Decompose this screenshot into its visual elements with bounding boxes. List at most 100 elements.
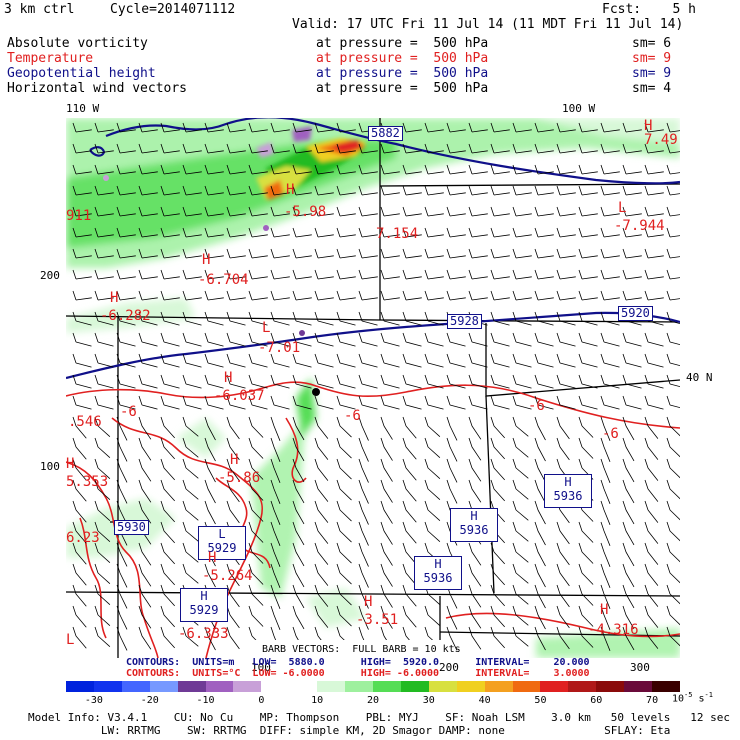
- wind-barb: [556, 584, 570, 608]
- wind-barb: [446, 143, 466, 154]
- wind-barb: [556, 143, 576, 154]
- wind-barb: [248, 395, 268, 410]
- wind-barb: [314, 164, 334, 175]
- wind-barb: [204, 395, 224, 410]
- wind-barb: [644, 290, 664, 301]
- wind-barb: [600, 248, 620, 259]
- wind-barb: [94, 122, 114, 133]
- wind-barb: [270, 605, 281, 630]
- wind-barb: [292, 395, 312, 410]
- wind-barb: [644, 185, 664, 196]
- wind-barb: [644, 269, 664, 280]
- wind-barb: [380, 311, 400, 326]
- wind-barb: [402, 269, 422, 280]
- wind-barb: [226, 185, 246, 196]
- wind-barb: [248, 584, 264, 606]
- wind-barb: [534, 332, 554, 347]
- wind-barb: [138, 143, 158, 154]
- location-marker: [312, 388, 320, 396]
- wind-barb: [402, 395, 422, 410]
- wind-barb: [160, 185, 180, 196]
- wind-barb: [182, 458, 199, 479]
- wind-barb: [622, 416, 635, 441]
- wind-barb: [160, 206, 180, 217]
- wind-barb: [380, 584, 393, 608]
- wind-barb: [622, 374, 642, 389]
- temp-value: -7.01: [258, 340, 301, 356]
- wind-barb: [248, 479, 264, 501]
- wind-barb: [380, 185, 400, 196]
- wind-barb: [116, 584, 128, 609]
- wind-barb: [358, 353, 378, 368]
- wind-barb: [468, 248, 488, 259]
- wind-barb: [666, 542, 680, 563]
- wind-barb: [292, 290, 312, 301]
- wind-barb: [380, 206, 400, 217]
- wind-barb: [644, 542, 659, 565]
- field-smoothing: sm= 9: [632, 51, 672, 66]
- wind-barb: [468, 164, 488, 175]
- wind-barb: [72, 332, 92, 347]
- wind-barb: [556, 206, 576, 217]
- wind-barb: [600, 311, 620, 326]
- height-contour-legend: CONTOURS: UNITS=m LOW= 5880.0 HIGH= 5920…: [126, 657, 590, 668]
- wind-barb: [490, 395, 510, 410]
- wind-barb: [226, 353, 246, 368]
- wind-barb: [600, 206, 620, 217]
- wind-barb: [402, 143, 422, 154]
- wind-barb: [116, 605, 128, 630]
- wind-barb: [666, 374, 680, 388]
- wind-barb: [424, 248, 444, 259]
- wind-barb: [226, 227, 246, 238]
- wind-barb: [292, 584, 305, 609]
- wind-barb: [160, 500, 175, 523]
- wind-barb: [512, 374, 532, 389]
- wind-barb: [160, 605, 175, 628]
- wind-barb: [600, 563, 611, 588]
- wind-barb: [666, 521, 680, 542]
- colorbar-tick-label: 30: [422, 695, 435, 706]
- wind-barb: [314, 458, 329, 481]
- wind-barb: [248, 458, 264, 480]
- wind-barb: [248, 185, 268, 196]
- wind-barb: [578, 437, 594, 459]
- wind-barb: [94, 206, 114, 217]
- wind-barb: [644, 416, 659, 439]
- wind-barb: [94, 563, 111, 584]
- barb-legend-bg: [242, 640, 442, 658]
- wind-barb: [160, 164, 180, 175]
- colorbar-tick-label: 70: [646, 695, 659, 706]
- wind-barb: [380, 269, 400, 280]
- wind-barb: [314, 479, 329, 502]
- temp-contour-label: -6: [344, 408, 361, 424]
- wind-barb: [446, 416, 458, 441]
- wind-barb: [204, 374, 224, 389]
- wind-barb: [182, 416, 199, 437]
- wind-barb: [490, 437, 505, 460]
- wind-barb: [336, 416, 352, 438]
- wind-barb: [490, 479, 505, 502]
- wind-barb: [380, 290, 400, 301]
- temp-value: -5.98: [284, 204, 327, 220]
- colorbar-swatch: [624, 681, 653, 692]
- map-panel[interactable]: 5882 5928 5920 5930 L 5929 H 5936 H 5936…: [66, 118, 680, 658]
- wind-barb: [72, 227, 92, 238]
- wind-barb: [468, 353, 488, 368]
- wind-barb: [512, 626, 529, 647]
- field-level: at pressure = 500 hPa: [316, 81, 489, 96]
- wind-barb: [204, 185, 224, 196]
- wind-barb: [248, 290, 268, 301]
- wind-barb: [358, 584, 369, 609]
- wind-barb: [556, 437, 570, 461]
- wind-barb: [248, 269, 268, 280]
- high-center-box: H 5936: [544, 474, 592, 508]
- wind-barb: [578, 374, 598, 389]
- wind-barb: [600, 353, 620, 368]
- wind-barb: [226, 290, 246, 301]
- wind-barb: [578, 122, 598, 133]
- wind-barb: [402, 311, 422, 326]
- wind-barb: [204, 353, 224, 368]
- colorbar-tick-label: 60: [590, 695, 603, 706]
- wind-barb: [160, 374, 180, 389]
- wind-barb: [292, 311, 312, 326]
